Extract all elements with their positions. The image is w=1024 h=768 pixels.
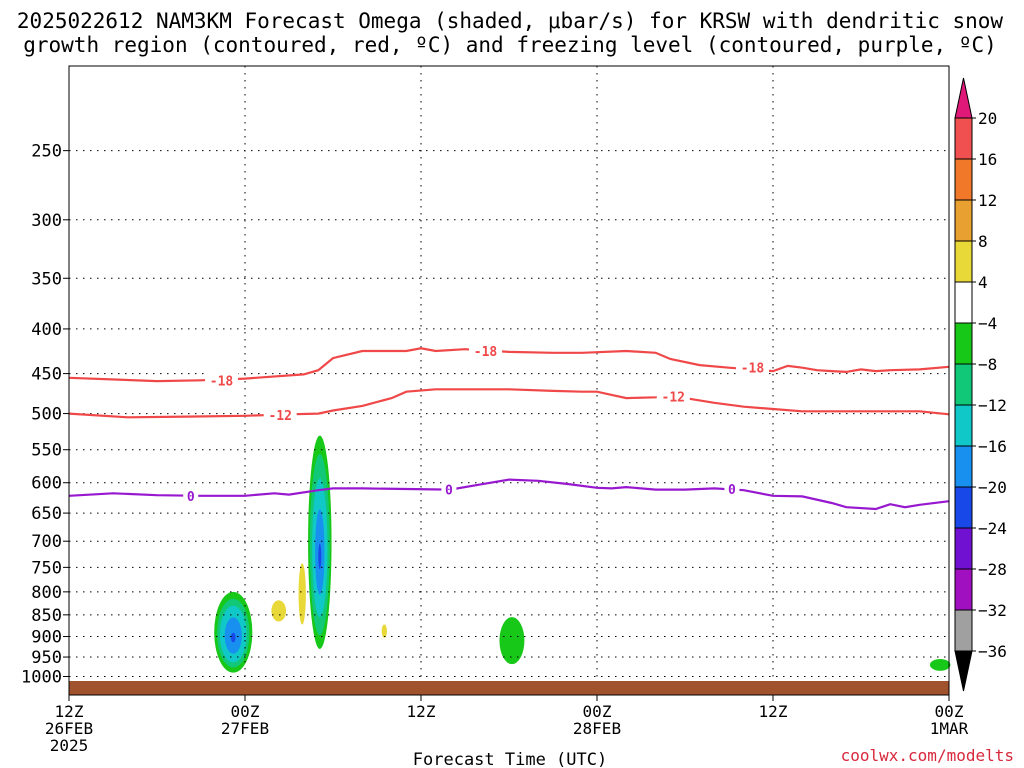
x-tick-label-36-1: 28FEB (573, 719, 621, 738)
x-axis-label: Forecast Time (UTC) (413, 750, 607, 768)
omega-cell-0-4 (230, 632, 236, 643)
colorbar-label-12: −32 (978, 601, 1007, 620)
contour-label-2-0: 0 (187, 490, 195, 505)
chart-title-line1: 2025022612 NAM3KM Forecast Omega (shaded… (17, 9, 1004, 33)
y-tick-label-250: 250 (31, 142, 62, 162)
x-tick-label-48-0: 12Z (759, 702, 788, 721)
colorbar-band-1 (954, 158, 973, 201)
colorbar-band-3 (954, 240, 973, 283)
colorbar-label-4: 4 (978, 273, 988, 292)
x-tick-label-60-1: 1MAR (930, 719, 969, 738)
colorbar-band-9 (954, 486, 973, 529)
colorbar-label-2: 12 (978, 191, 997, 210)
colorbar-label-3: 8 (978, 232, 988, 251)
y-tick-label-950: 950 (31, 648, 62, 668)
contour-label-2-1: 0 (445, 484, 453, 499)
colorbar-band-11 (954, 568, 973, 611)
colorbar-label-0: 20 (978, 109, 997, 128)
contour-label-bg-2-1 (441, 481, 457, 498)
y-tick-label-550: 550 (31, 441, 62, 461)
contour-label-bg-0-0 (205, 372, 239, 389)
colorbar-label-9: −20 (978, 478, 1007, 497)
colorbar-band-5 (954, 322, 973, 365)
chart-title-line2: growth region (contoured, red, ºC) and f… (23, 33, 997, 57)
contour-label-0-2: -18 (741, 362, 765, 377)
x-tick-label-36-0: 00Z (583, 702, 612, 721)
omega-cell-4-0 (381, 624, 387, 638)
y-tick-label-450: 450 (31, 365, 62, 385)
omega-shading (214, 435, 951, 673)
y-tick-label-850: 850 (31, 606, 62, 626)
contour-label-bg-1-1 (656, 388, 690, 405)
omega-cell-1-0 (271, 600, 287, 622)
y-tick-label-750: 750 (31, 558, 62, 578)
x-tick-label-12-0: 00Z (231, 702, 260, 721)
contour-label-bg-0-1 (469, 343, 503, 360)
x-tick-label-60-0: 00Z (935, 702, 964, 721)
colorbar-label-7: −12 (978, 396, 1007, 415)
colorbar-under-arrow (954, 650, 973, 692)
colorbar-band-12 (954, 609, 973, 652)
y-tick-label-600: 600 (31, 474, 62, 494)
contour-label-0-0: -18 (210, 374, 234, 389)
y-tick-label-500: 500 (31, 405, 62, 425)
omega-cell-6-0 (929, 659, 951, 671)
contour-label-0-1: -18 (474, 345, 498, 360)
contour-label-bg-0-2 (735, 359, 769, 376)
colorbar-label-8: −16 (978, 437, 1007, 456)
contour-label-bg-1-0 (263, 407, 297, 424)
y-tick-label-1000: 1000 (21, 667, 62, 687)
colorbar-band-7 (954, 404, 973, 447)
plot-frame (68, 65, 950, 696)
y-tick-label-700: 700 (31, 532, 62, 552)
ground-surface (69, 681, 949, 695)
colorbar-label-5: −4 (978, 314, 997, 333)
temperature-contours: -18 -18 -18 -12 -12 0 0 0 (68, 343, 950, 511)
omega-cell-2-0 (298, 563, 306, 625)
x-tick-label-24-0: 12Z (407, 702, 436, 721)
contour-label-1-0: -12 (268, 409, 291, 424)
colorbar-band-4 (954, 281, 973, 324)
colorbar-over-arrow (954, 77, 973, 119)
colorbar-label-10: −24 (978, 519, 1007, 538)
pressure-axis: 2503003504004505005506006507007508008509… (21, 142, 69, 687)
colorbar-band-6 (954, 363, 973, 406)
omega-cell-3-4 (318, 543, 322, 570)
x-tick-label-12-1: 27FEB (221, 719, 269, 738)
contour-label-1-1: -12 (662, 390, 685, 405)
x-tick-label-0-0: 12Z (55, 702, 84, 721)
y-tick-label-400: 400 (31, 320, 62, 340)
contour-line-1 (68, 388, 950, 419)
y-tick-label-800: 800 (31, 583, 62, 603)
credit-text: coolwx.com/modelts (841, 746, 1014, 765)
colorbar-label-11: −28 (978, 560, 1007, 579)
contour-label-bg-2-0 (183, 487, 199, 504)
y-tick-label-900: 900 (31, 628, 62, 648)
y-tick-label-350: 350 (31, 269, 62, 289)
y-tick-label-300: 300 (31, 211, 62, 231)
colorbar-label-1: 16 (978, 150, 997, 169)
colorbar-band-0 (954, 117, 973, 160)
colorbar-band-2 (954, 199, 973, 242)
contour-label-2-2: 0 (728, 483, 736, 498)
x-tick-label-0-2: 2025 (50, 736, 89, 755)
contour-label-bg-2-2 (724, 480, 740, 497)
x-tick-label-0-1: 26FEB (45, 719, 93, 738)
contour-line-2 (68, 478, 950, 511)
y-tick-label-650: 650 (31, 504, 62, 524)
omega-colorbar: 20 16 12 8 4 −4 −8 −12 −16 −20 −24 −28 −32 −36 (954, 77, 1007, 692)
colorbar-label-13: −36 (978, 642, 1007, 661)
colorbar-label-6: −8 (978, 355, 997, 374)
colorbar-band-10 (954, 527, 973, 570)
omega-cell-5-0 (499, 617, 525, 665)
colorbar-band-8 (954, 445, 973, 488)
contour-line-0 (68, 347, 950, 383)
